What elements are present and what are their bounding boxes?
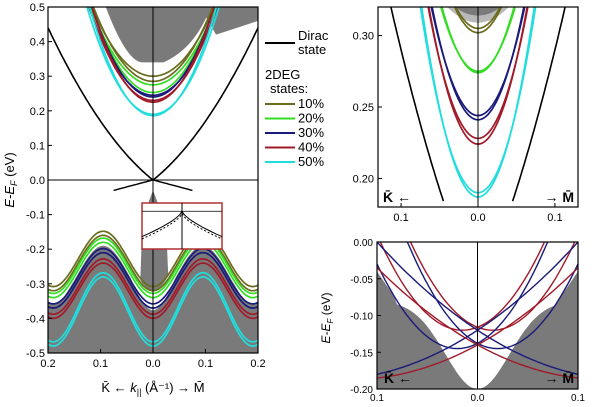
tr-y-tick-label: 0.20	[353, 173, 374, 185]
legend-label: 20%	[298, 111, 324, 126]
br-axis-ticks: 0.1 0.0 0.1 0.00 -0.05 -0.10 -0.15 -0.20	[350, 238, 585, 404]
legend-label: 40%	[298, 140, 324, 155]
left-xlabel: K̄ ← k|| (Å⁻¹) → M̄	[101, 380, 204, 397]
y-tick-label: 0.0	[30, 175, 45, 187]
legend-dirac-line1: Dirac	[298, 28, 329, 43]
tr-y-tick-label: 0.25	[353, 102, 374, 114]
x-tick-label: 0.1	[93, 358, 108, 370]
tr-x-tick-label: 0.0	[470, 212, 485, 224]
tr-band-lines	[390, 7, 566, 207]
legend-label: 50%	[298, 154, 324, 169]
legend-label: 10%	[298, 96, 324, 111]
legend-title-line1: 2DEG	[265, 67, 300, 82]
br-x-tick-label: 0.0	[471, 393, 485, 404]
tr-x-tick-label: 0.1	[547, 212, 562, 224]
br-arrow-right: → M̄	[544, 369, 574, 386]
inset-dirac-curve	[141, 212, 223, 240]
legend-title-line2: states:	[270, 81, 308, 96]
x-tick-label: 0.2	[40, 358, 55, 370]
tr-axis-ticks: 0.1 0.0 0.1 0.30 0.25 0.20	[353, 31, 563, 224]
y-tick-label: 0.3	[30, 71, 45, 83]
br-bulk-bands	[377, 271, 578, 389]
x-tick-label: 0.1	[198, 358, 213, 370]
y-tick-label: -0.4	[26, 313, 45, 325]
br-ylabel: E-EF (eV)	[319, 293, 335, 344]
y-tick-label: -0.5	[26, 348, 45, 360]
top-right-panel: 0.1 0.0 0.1 0.30 0.25 0.20 K̄ ← → M̄	[353, 6, 579, 224]
br-arrow-left: K̄ ←	[384, 369, 412, 386]
y-tick-label: -0.3	[26, 279, 45, 291]
x-tick-label: 0.0	[145, 358, 160, 370]
br-bulk-region	[377, 271, 578, 389]
br-y-tick-label: 0.00	[354, 238, 374, 249]
y-tick-label: -0.2	[26, 244, 45, 256]
br-y-tick-label: -0.10	[350, 312, 373, 323]
y-tick-label: 0.2	[30, 106, 45, 118]
tr-x-tick-label: 0.1	[393, 212, 408, 224]
legend: Dirac state 2DEG states: 10%20%30%40%50%	[265, 28, 329, 169]
left-axis-ticks: 0.2 0.1 0.0 0.1 0.2 0.5 0.4 0.3 0.2 0.1 0.0 -0.1 -0.…	[26, 2, 266, 370]
legend-label: 30%	[298, 125, 324, 140]
left-panel: 0.2 0.1 0.0 0.1 0.2 0.5 0.4 0.3 0.2 0.1 0.0 -0.1 -0.…	[2, 2, 266, 397]
tr-arrow-left: K̄ ←	[383, 188, 411, 205]
br-y-tick-label: -0.15	[350, 348, 373, 359]
x-tick-label: 0.2	[250, 358, 265, 370]
bottom-right-panel: 0.1 0.0 0.1 0.00 -0.05 -0.10 -0.15 -0.20 E-EF (…	[319, 238, 585, 404]
tr-y-tick-label: 0.30	[353, 31, 374, 43]
br-band-lines	[377, 242, 578, 389]
y-tick-label: 0.4	[30, 37, 45, 49]
bulk-conduction-region	[105, 7, 211, 63]
tr-arrow-right: → M̄	[544, 188, 574, 205]
band-lines	[48, 7, 258, 353]
y-tick-label: 0.5	[30, 2, 45, 14]
y-tick-label: 0.1	[30, 140, 45, 152]
left-ylabel: E-EF (eV)	[2, 152, 19, 207]
br-x-tick-label: 0.1	[370, 393, 384, 404]
inset-dirac-zoom	[141, 202, 223, 250]
y-tick-label: -0.1	[26, 210, 45, 222]
br-y-tick-label: -0.20	[350, 385, 373, 396]
legend-dirac-line2: state	[298, 42, 326, 57]
tr-dirac-branch	[390, 7, 445, 202]
br-x-tick-label: 0.1	[571, 393, 585, 404]
inset-dirac-curve	[141, 210, 223, 238]
br-y-tick-label: -0.05	[350, 275, 373, 286]
tr-dirac-branch	[511, 7, 566, 202]
